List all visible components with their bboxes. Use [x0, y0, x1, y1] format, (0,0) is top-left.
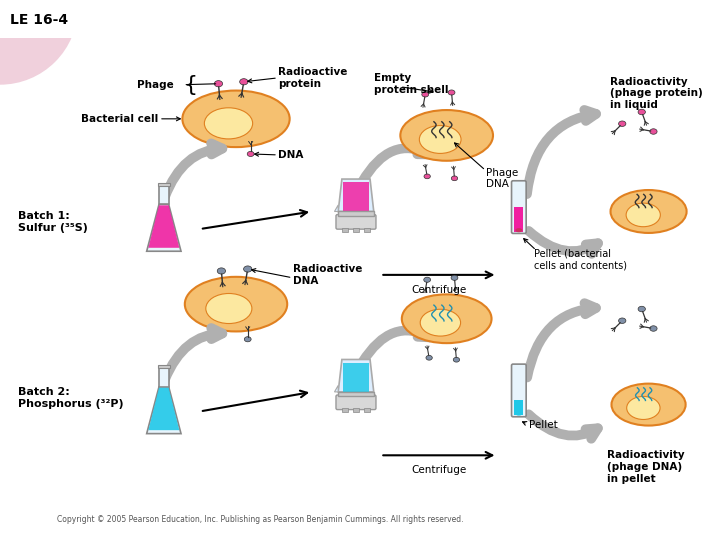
Polygon shape	[335, 386, 338, 392]
Text: Empty
protein shell: Empty protein shell	[374, 73, 448, 94]
Ellipse shape	[217, 268, 225, 274]
Ellipse shape	[240, 79, 248, 85]
Ellipse shape	[638, 109, 645, 114]
Ellipse shape	[454, 357, 459, 362]
Text: Radioactive
DNA: Radioactive DNA	[292, 264, 362, 286]
Bar	[515, 400, 523, 415]
Text: Pellet (bacterial
cells and contents): Pellet (bacterial cells and contents)	[534, 248, 627, 270]
FancyBboxPatch shape	[336, 214, 376, 229]
Polygon shape	[148, 205, 179, 248]
Bar	[158, 183, 170, 186]
Ellipse shape	[215, 80, 222, 87]
Bar	[364, 228, 370, 232]
Ellipse shape	[182, 91, 289, 147]
Ellipse shape	[247, 151, 254, 157]
Text: Centrifuge: Centrifuge	[411, 465, 467, 475]
Bar	[158, 366, 170, 368]
Ellipse shape	[0, 0, 78, 85]
Bar	[159, 185, 168, 204]
Ellipse shape	[420, 309, 461, 336]
Ellipse shape	[638, 306, 645, 312]
Ellipse shape	[402, 294, 492, 343]
Text: {: {	[184, 75, 197, 94]
Ellipse shape	[611, 383, 685, 426]
Ellipse shape	[626, 396, 660, 420]
Polygon shape	[147, 204, 181, 251]
Ellipse shape	[243, 266, 252, 272]
Bar	[342, 228, 348, 232]
Bar	[338, 392, 374, 396]
Ellipse shape	[618, 121, 626, 126]
Text: Batch 2:
Phosphorus (³²P): Batch 2: Phosphorus (³²P)	[17, 387, 123, 409]
Ellipse shape	[419, 125, 461, 153]
Ellipse shape	[649, 326, 657, 331]
Text: Radioactivity
(phage protein)
in liquid: Radioactivity (phage protein) in liquid	[610, 77, 702, 110]
Bar	[353, 228, 359, 232]
Text: LE 16-4: LE 16-4	[10, 14, 68, 28]
Text: Phage
DNA: Phage DNA	[486, 167, 518, 189]
Bar	[342, 408, 348, 412]
Text: Bacterial cell: Bacterial cell	[81, 114, 158, 124]
Text: Phage: Phage	[137, 80, 174, 90]
Ellipse shape	[426, 355, 432, 360]
Text: Pellet: Pellet	[528, 420, 557, 430]
Ellipse shape	[204, 108, 253, 139]
Bar	[0, 6, 151, 38]
Text: Centrifuge: Centrifuge	[411, 285, 467, 295]
Ellipse shape	[424, 174, 431, 179]
Ellipse shape	[185, 277, 287, 332]
Polygon shape	[338, 179, 374, 212]
Ellipse shape	[424, 277, 431, 282]
Bar	[353, 408, 359, 412]
Text: Copyright © 2005 Pearson Education, Inc. Publishing as Pearson Benjamin Cummings: Copyright © 2005 Pearson Education, Inc.…	[57, 515, 463, 524]
Ellipse shape	[422, 92, 428, 97]
Ellipse shape	[206, 293, 252, 323]
Ellipse shape	[400, 110, 493, 161]
Bar	[159, 367, 168, 387]
Polygon shape	[147, 387, 181, 434]
Text: Radioactive
protein: Radioactive protein	[278, 67, 347, 89]
Ellipse shape	[516, 228, 522, 232]
Ellipse shape	[611, 190, 687, 233]
Text: Radioactivity
(phage DNA)
in pellet: Radioactivity (phage DNA) in pellet	[607, 450, 684, 484]
Bar	[515, 207, 523, 232]
FancyBboxPatch shape	[511, 364, 526, 417]
Ellipse shape	[244, 336, 251, 342]
FancyBboxPatch shape	[511, 181, 526, 233]
Polygon shape	[338, 360, 374, 392]
Ellipse shape	[618, 318, 626, 323]
Text: Batch 1:
Sulfur (³⁵S): Batch 1: Sulfur (³⁵S)	[17, 212, 87, 233]
Ellipse shape	[451, 176, 458, 181]
Text: DNA: DNA	[278, 150, 303, 160]
Polygon shape	[343, 363, 369, 392]
Ellipse shape	[649, 129, 657, 134]
Ellipse shape	[516, 411, 522, 416]
Ellipse shape	[448, 90, 455, 95]
Bar	[338, 212, 374, 216]
Ellipse shape	[451, 275, 458, 280]
Polygon shape	[335, 205, 338, 212]
Polygon shape	[148, 388, 179, 430]
Bar	[364, 408, 370, 412]
Polygon shape	[343, 183, 369, 212]
FancyBboxPatch shape	[336, 395, 376, 409]
Ellipse shape	[626, 203, 660, 227]
